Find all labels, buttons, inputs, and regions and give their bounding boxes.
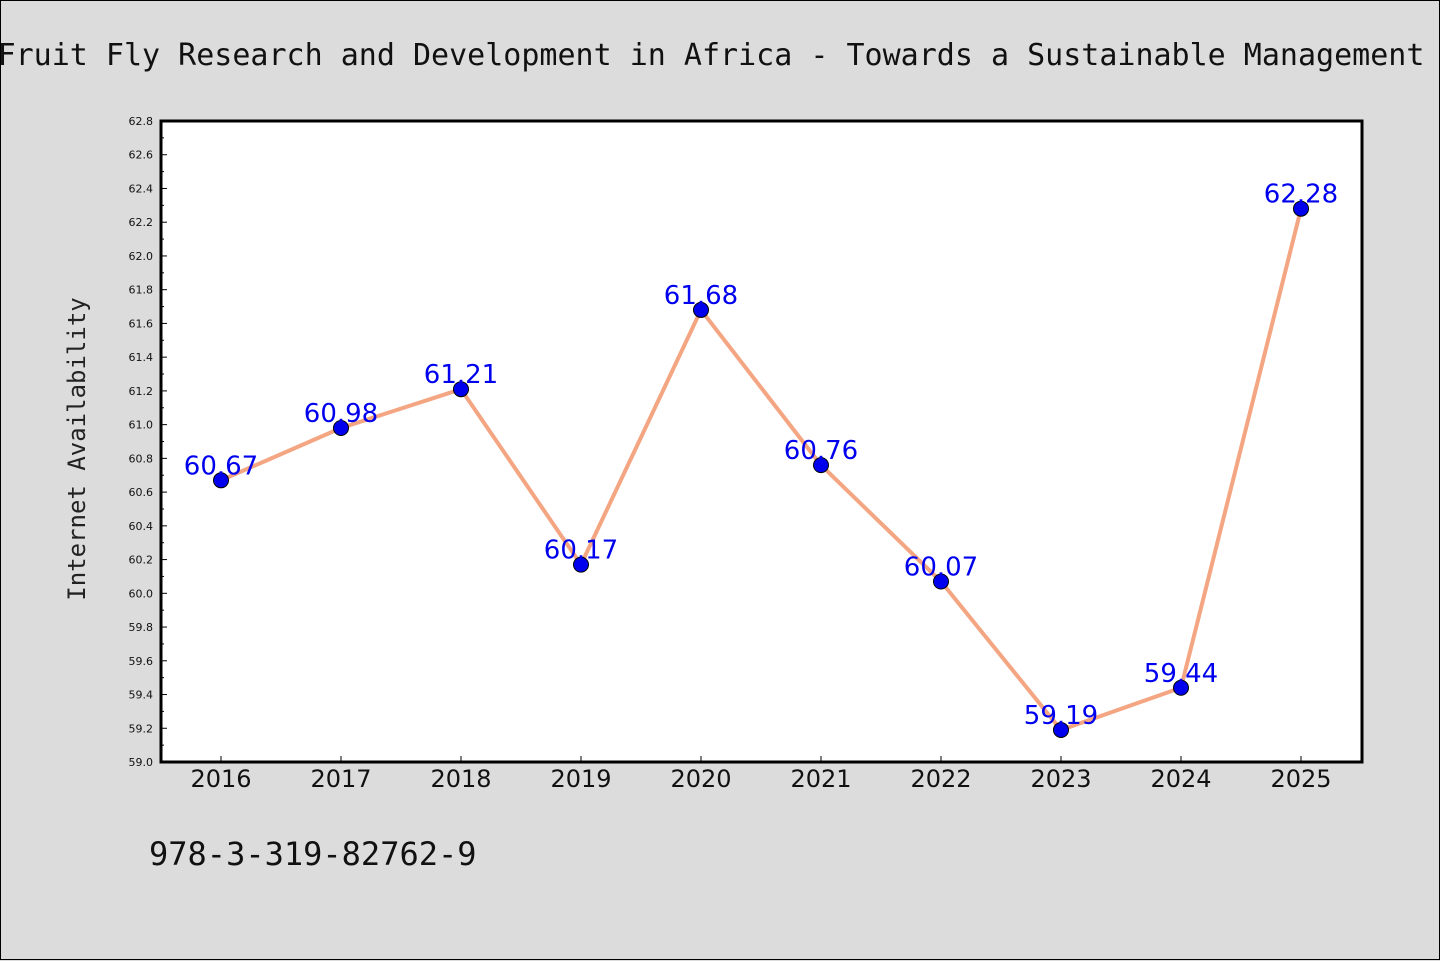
data-point (573, 556, 589, 573)
data-label: 62.28 (1264, 180, 1338, 210)
x-axis-ticks: 2016 2017 2018 2019 2020 2021 2022 2023 2024 2025 (190, 756, 1332, 793)
data-point (693, 301, 709, 318)
x-tick-label: 2024 (1150, 765, 1211, 793)
data-labels: 60.67 60.98 61.21 60.17 61.68 60.76 60.07 59.19… (184, 180, 1338, 731)
x-tick-label: 2022 (910, 765, 971, 793)
x-tick-label: 2023 (1030, 765, 1091, 793)
y-tick-label: 60.6 (129, 486, 154, 499)
y-tick-label: 59.2 (129, 722, 154, 735)
data-label: 60.07 (904, 553, 978, 583)
data-markers (213, 200, 1309, 738)
x-tick-label: 2025 (1270, 765, 1331, 793)
data-label: 60.98 (304, 399, 378, 429)
data-point (933, 573, 949, 590)
data-label: 60.17 (544, 536, 618, 566)
data-label: 60.76 (784, 436, 858, 466)
y-tick-label: 60.8 (129, 452, 154, 465)
x-tick-label: 2016 (190, 765, 251, 793)
y-tick-label: 62.2 (129, 216, 154, 229)
y-tick-label: 61.6 (129, 317, 154, 330)
y-tick-label: 59.6 (129, 655, 154, 668)
y-tick-label: 59.4 (129, 689, 154, 702)
x-tick-label: 2017 (310, 765, 371, 793)
series-line (220, 208, 1303, 732)
y-tick-label: 59.8 (129, 621, 154, 634)
data-label: 61.68 (664, 281, 738, 311)
data-point (333, 420, 349, 437)
data-label: 61.21 (424, 360, 498, 390)
y-tick-label: 61.0 (129, 419, 154, 432)
y-tick-label: 61.4 (129, 351, 154, 364)
plot-area (159, 119, 1364, 764)
data-point (453, 381, 469, 398)
data-point (1053, 721, 1069, 738)
y-tick-label: 61.2 (129, 385, 154, 398)
y-tick-label: 60.4 (129, 520, 154, 533)
data-label: 60.67 (184, 451, 258, 481)
y-tick-label: 62.8 (129, 115, 154, 128)
y-tick-label: 60.2 (129, 554, 154, 567)
y-axis-label: Internet Availability (63, 297, 91, 600)
data-point (1173, 679, 1189, 696)
y-tick-label: 62.0 (129, 250, 154, 263)
x-tick-label: 2021 (790, 765, 851, 793)
chart-title: Fruit Fly Research and Development in Af… (1, 38, 1424, 73)
data-label: 59.19 (1024, 701, 1098, 731)
y-axis-ticks: 59.0 59.2 59.4 59.6 59.8 60.0 60.2 60.4 60.6 60.8… (129, 115, 167, 769)
isbn-caption: 978-3-319-82762-9 (149, 835, 477, 873)
y-tick-label: 62.6 (129, 149, 154, 162)
data-point (213, 472, 229, 489)
data-label: 59.44 (1144, 659, 1218, 689)
data-point (1293, 200, 1309, 217)
x-tick-label: 2018 (430, 765, 491, 793)
data-point (813, 457, 829, 474)
x-tick-label: 2020 (670, 765, 731, 793)
y-tick-label: 59.0 (129, 756, 154, 769)
y-tick-label: 61.8 (129, 284, 154, 297)
y-tick-label: 62.4 (129, 182, 154, 195)
y-tick-label: 60.0 (129, 587, 154, 600)
x-tick-label: 2019 (550, 765, 611, 793)
